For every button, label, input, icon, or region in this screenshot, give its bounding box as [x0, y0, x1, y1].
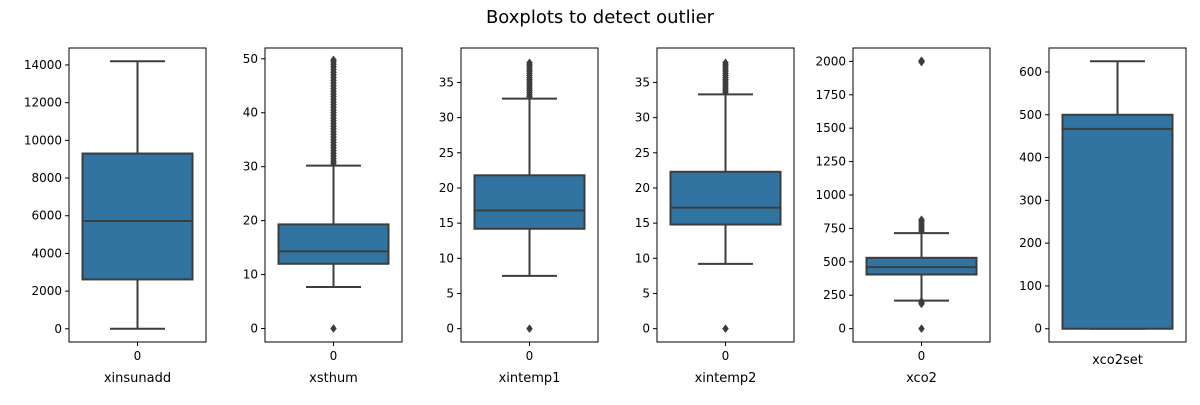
y-tick-label: 35	[635, 75, 650, 89]
outlier-point	[526, 58, 533, 68]
x-axis-label: xsthum	[309, 371, 358, 386]
y-tick-label: 20	[243, 214, 258, 228]
y-tick-label: 750	[823, 221, 846, 235]
outlier-point	[918, 296, 925, 306]
y-tick-label: 250	[823, 288, 846, 302]
y-tick-label: 1000	[815, 188, 846, 202]
x-axis-label: xco2set	[1092, 353, 1143, 368]
y-tick-label: 12000	[24, 96, 62, 110]
axes-frame	[1048, 47, 1187, 343]
y-tick-label: 40	[243, 106, 258, 120]
x-tick-label: 0	[330, 349, 338, 363]
y-tick-label: 0	[446, 322, 454, 336]
outlier-point	[722, 58, 729, 68]
y-tick-label: 0	[642, 322, 650, 336]
boxplot-panel: 0 5 10 15 20 25 30 35 0 xintemp2	[635, 47, 795, 386]
y-tick-label: 10	[439, 251, 454, 265]
y-tick-label: 8000	[31, 171, 62, 185]
y-tick-label: 300	[1019, 193, 1042, 207]
outlier-point	[918, 215, 925, 225]
y-tick-label: 35	[439, 75, 454, 89]
y-tick-label: 14000	[24, 58, 62, 72]
y-tick-label: 20	[439, 181, 454, 195]
y-tick-label: 0	[250, 322, 258, 336]
y-tick-label: 30	[635, 111, 650, 125]
y-tick-label: 400	[1019, 151, 1042, 165]
outlier-point	[526, 324, 533, 334]
figure-title: Boxplots to detect outlier	[486, 7, 715, 28]
outlier-point	[330, 55, 337, 65]
y-tick-label: 0	[1034, 322, 1042, 336]
box-iqr	[473, 174, 586, 230]
y-tick-label: 2000	[31, 284, 62, 298]
y-tick-label: 200	[1019, 236, 1042, 250]
y-tick-label: 25	[439, 146, 454, 160]
x-axis-label: xintemp1	[499, 371, 561, 386]
y-tick-label: 50	[243, 52, 258, 66]
y-tick-label: 1500	[815, 121, 846, 135]
box-iqr	[865, 256, 978, 276]
x-tick-label: 0	[526, 349, 534, 363]
outlier-point	[722, 324, 729, 334]
boxplot-panel: 0 5 10 15 20 25 30 35 0 xintemp1	[439, 47, 599, 386]
y-tick-label: 500	[1019, 108, 1042, 122]
x-tick-label: 0	[722, 349, 730, 363]
y-tick-label: 30	[439, 111, 454, 125]
outlier-point	[330, 324, 337, 333]
y-tick-label: 15	[635, 216, 650, 230]
box-iqr	[277, 223, 390, 265]
y-tick-label: 20	[635, 181, 650, 195]
boxplot-panel: 0 250 500 750 1000 1250 1500 1750 2000 0 xco2	[815, 47, 991, 386]
y-tick-label: 15	[439, 216, 454, 230]
outlier-point	[918, 324, 925, 334]
outlier-point	[918, 56, 925, 66]
y-tick-label: 4000	[31, 246, 62, 260]
y-tick-label: 2000	[815, 54, 846, 68]
box-iqr	[669, 170, 782, 226]
y-tick-label: 5	[446, 286, 454, 300]
y-tick-label: 30	[243, 160, 258, 174]
y-tick-label: 0	[54, 322, 62, 336]
y-tick-label: 10	[243, 268, 258, 282]
y-tick-label: 0	[838, 322, 846, 336]
x-axis-label: xinsunadd	[104, 371, 171, 386]
x-tick-label: 0	[134, 349, 142, 363]
box-iqr	[81, 152, 194, 281]
y-tick-label: 10	[635, 251, 650, 265]
y-tick-label: 5	[642, 286, 650, 300]
y-tick-label: 100	[1019, 279, 1042, 293]
y-tick-label: 6000	[31, 209, 62, 223]
x-axis-label: xco2	[906, 371, 937, 386]
boxplot-panel: 0 2000 4000 6000 8000 10000 12000 14000 0 xinsuna…	[24, 47, 207, 386]
box-iqr	[1061, 113, 1174, 330]
x-tick-label: 0	[918, 349, 926, 363]
boxplot-panel: 0 10 20 30 40 50 0 xsthum	[243, 47, 403, 386]
y-tick-label: 500	[823, 255, 846, 269]
y-tick-label: 10000	[24, 133, 62, 147]
y-tick-label: 1250	[815, 155, 846, 169]
boxplot-panel: 0 100 200 300 400 500 600 xco2set	[1019, 47, 1187, 368]
x-axis-label: xintemp2	[695, 371, 757, 386]
y-tick-label: 25	[635, 146, 650, 160]
y-tick-label: 1750	[815, 88, 846, 102]
y-tick-label: 600	[1019, 65, 1042, 79]
